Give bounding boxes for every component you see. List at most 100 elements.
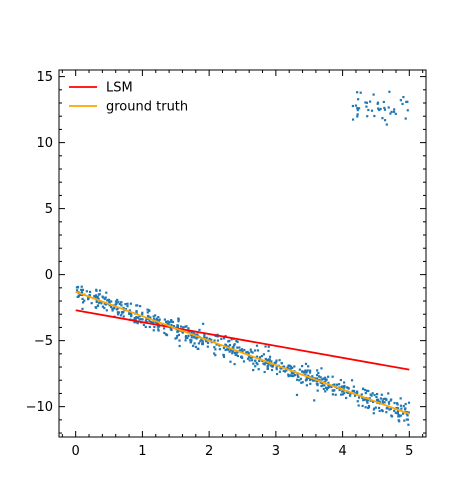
data-point: [95, 300, 98, 304]
data-point: [81, 297, 84, 301]
x-tick-label: 4: [338, 444, 346, 459]
outlier-point: [372, 93, 375, 96]
data-point: [357, 396, 361, 399]
data-point: [97, 293, 100, 296]
data-point: [185, 325, 188, 328]
data-point: [288, 364, 292, 367]
legend: LSM ground truth: [69, 81, 188, 115]
data-point: [102, 296, 105, 299]
data-point: [390, 415, 394, 418]
data-point: [325, 386, 328, 389]
data-point: [397, 414, 400, 417]
data-point: [220, 337, 223, 341]
data-point: [307, 365, 310, 368]
data-point: [128, 309, 132, 312]
data-point: [338, 388, 341, 392]
y-tick-label: 5: [45, 202, 53, 217]
data-point: [343, 384, 346, 388]
data-point: [299, 377, 302, 380]
data-point: [249, 348, 252, 351]
data-point: [252, 362, 255, 365]
data-point: [80, 290, 84, 293]
data-point: [397, 415, 400, 418]
outlier-point: [354, 104, 358, 107]
outlier-point: [356, 91, 359, 94]
data-point: [324, 379, 327, 382]
data-point: [197, 342, 201, 345]
data-point: [124, 303, 127, 306]
data-point: [376, 398, 380, 401]
legend-label: LSM: [106, 81, 133, 96]
data-point: [352, 385, 355, 388]
data-point: [176, 329, 180, 332]
data-point: [130, 314, 133, 318]
data-point: [364, 406, 367, 409]
data-point: [296, 373, 299, 376]
data-point: [282, 369, 285, 373]
data-point: [135, 310, 138, 313]
data-point: [387, 401, 390, 404]
data-point: [187, 327, 190, 330]
data-point: [230, 349, 233, 352]
data-point: [361, 404, 364, 408]
outlier-point: [406, 109, 409, 112]
data-point: [265, 359, 268, 362]
data-point: [103, 297, 106, 301]
data-point: [366, 399, 370, 402]
data-point: [115, 308, 119, 311]
data-point: [187, 334, 190, 337]
data-point: [118, 302, 121, 306]
data-point: [231, 352, 234, 355]
outlier-point: [351, 118, 355, 121]
data-point: [364, 388, 367, 392]
data-point: [116, 298, 119, 302]
data-point: [309, 378, 312, 382]
data-point: [353, 394, 357, 397]
data-point: [196, 347, 199, 350]
data-point: [278, 370, 281, 373]
data-point: [366, 401, 369, 404]
data-point: [405, 413, 408, 416]
data-point: [375, 395, 378, 399]
data-point: [85, 290, 88, 293]
data-point: [236, 346, 239, 349]
data-point: [257, 368, 260, 371]
data-point: [230, 338, 233, 341]
data-point: [266, 367, 269, 370]
data-point: [396, 411, 399, 415]
data-point: [94, 296, 97, 299]
data-point: [323, 384, 326, 387]
data-point: [203, 335, 206, 338]
data-point: [169, 327, 172, 331]
data-point: [367, 389, 370, 393]
data-point: [94, 294, 97, 297]
data-point: [387, 402, 391, 405]
data-point: [233, 363, 236, 366]
data-point: [347, 387, 350, 390]
outlier-point: [368, 100, 372, 103]
data-point: [148, 325, 151, 329]
data-point: [156, 325, 159, 328]
data-point: [165, 333, 169, 337]
data-point: [251, 351, 254, 354]
data-point: [388, 408, 391, 411]
data-point: [317, 375, 321, 378]
data-point: [376, 399, 379, 403]
data-point: [169, 320, 172, 323]
data-point: [229, 360, 232, 363]
data-point: [304, 373, 307, 376]
outlier-point: [364, 101, 367, 104]
outlier-point: [383, 108, 387, 111]
data-point: [133, 316, 136, 320]
data-point: [103, 302, 106, 305]
data-point: [356, 400, 359, 403]
data-point: [110, 300, 113, 303]
data-point: [170, 319, 173, 322]
data-point: [385, 407, 388, 410]
data-point: [287, 375, 290, 378]
data-point: [290, 365, 293, 368]
data-point: [213, 352, 216, 355]
data-point: [75, 289, 79, 292]
data-point: [258, 356, 262, 359]
data-point: [158, 325, 161, 328]
